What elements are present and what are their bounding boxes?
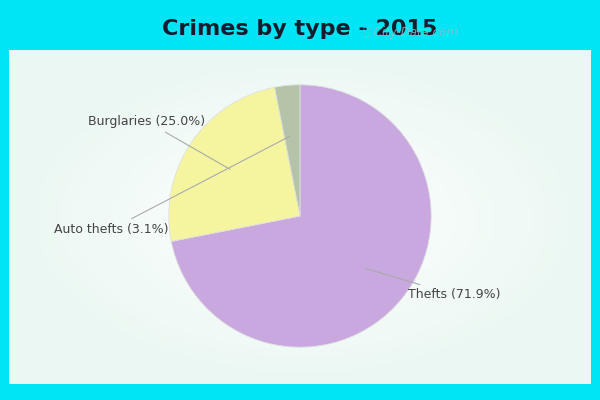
Wedge shape	[171, 85, 431, 347]
Text: Auto thefts (3.1%): Auto thefts (3.1%)	[54, 136, 290, 236]
Text: Burglaries (25.0%): Burglaries (25.0%)	[88, 115, 230, 169]
Wedge shape	[275, 85, 300, 216]
Text: Crimes by type - 2015: Crimes by type - 2015	[163, 19, 437, 39]
Wedge shape	[169, 87, 300, 241]
Text: ⓘ City-Data.com: ⓘ City-Data.com	[362, 26, 457, 39]
Text: Thefts (71.9%): Thefts (71.9%)	[365, 268, 500, 301]
